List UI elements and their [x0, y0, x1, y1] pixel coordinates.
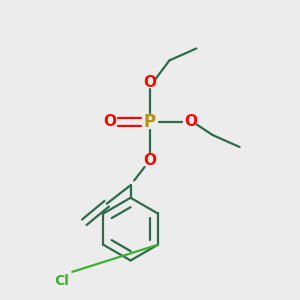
Text: O: O [143, 75, 157, 90]
Text: P: P [144, 112, 156, 130]
Text: O: O [103, 114, 116, 129]
Text: Cl: Cl [55, 274, 69, 288]
Text: O: O [184, 114, 197, 129]
Text: O: O [143, 153, 157, 168]
